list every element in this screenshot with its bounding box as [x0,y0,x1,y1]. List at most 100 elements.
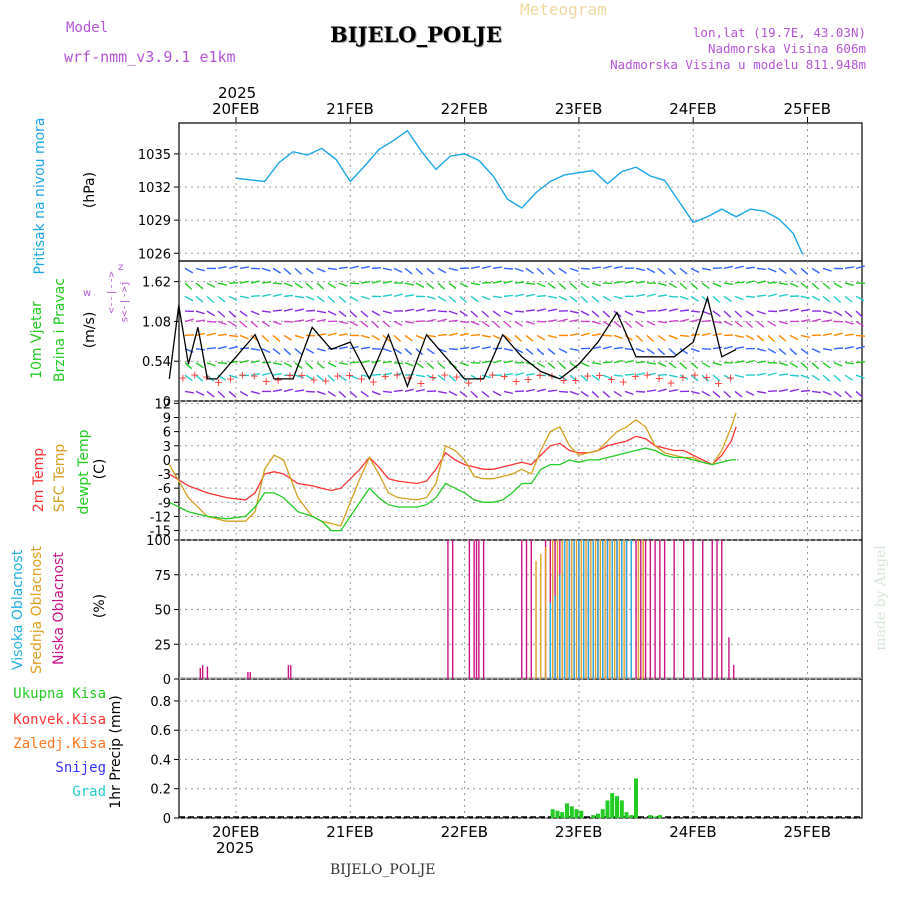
wind-arrow [580,390,589,398]
wind-arrow [635,390,646,393]
precip-label-frz: Zaledj.Kisa [13,736,106,752]
wind-arrow [437,295,447,302]
wind-arrow [767,320,777,327]
wind-arrow [283,348,292,356]
wind-arrow [602,361,613,364]
wind-arrow [547,308,557,312]
wind-arrow [382,294,393,298]
meteogram-subtitle: Meteogram [520,0,607,19]
precip-bar [615,796,619,818]
wind-arrow [547,267,556,275]
wind-arrow [404,294,415,298]
wind-arrow [536,267,545,275]
wind-arrow [503,372,513,376]
y-tick-label: 0 [163,454,171,469]
wind-arrow [393,348,402,355]
wind-gust-mark: + [535,369,544,382]
x-tick-label-top: 24FEB [669,100,716,118]
wind-arrow [184,267,194,274]
wind-arrow [294,374,304,379]
wind-gust-mark: + [714,377,723,390]
wind-arrow [844,282,854,287]
wind-arrow [404,388,414,393]
wind-arrow [371,390,381,396]
wind-arrow [811,374,820,381]
wind-arrow [657,308,667,312]
wind-arrow [184,374,193,381]
wind-arrow [789,362,798,368]
wind-arrow [690,362,699,370]
wind-arrow [602,295,612,302]
wind-arrow [371,310,381,317]
wind-arrow [833,295,842,304]
x-tick-label-top: 25FEB [784,100,831,118]
wind-arrow [404,282,414,286]
wind-arrow [536,388,546,393]
wind-arrow [800,282,809,290]
wind-gust-mark: + [226,372,235,385]
wind-arrow [525,293,535,298]
wind-arrow [679,295,689,300]
wind-arrow [239,310,248,317]
wind-arrow [624,334,633,341]
wind-arrow [690,310,700,313]
wind-arrow [855,390,864,398]
wind-arrow [261,334,270,343]
wind-arrow [734,281,745,284]
wind-arrow [580,310,590,316]
wind-arrow [690,295,699,302]
wind-dir-w: w [83,288,92,299]
wind-arrow [844,295,853,303]
precip-bar [596,813,600,818]
x-tick-label-bottom: 21FEB [326,823,373,841]
wind-arrow [657,374,668,376]
wind-arrow [811,267,820,274]
wind-arrow [569,282,578,290]
wind-arrow [437,267,447,274]
wind-arrow [338,333,349,337]
wind-arrow [437,374,446,382]
wind-arrow [371,347,382,350]
y-tick-label: 12 [154,397,171,412]
wind-arrow [492,280,502,284]
wind-arrow [712,267,723,270]
wind-arrow [426,318,436,323]
wind-arrow [481,346,491,350]
wind-arrow [349,345,359,350]
wind-arrow [393,293,403,298]
wind-arrow [239,320,248,328]
model-label: Model [66,20,109,36]
lonlat-label: lon,lat (19.7E, 43.03N) [692,25,866,40]
wind-arrow [525,309,535,312]
wind-arrow [404,334,413,342]
wind-arrow [767,390,778,393]
wind-arrow [459,332,469,337]
wind-arrow [459,310,468,317]
wind-gust-mark: + [595,369,604,382]
wind-arrow [217,266,227,270]
x-tick-label-bottom: 20FEB [212,823,259,841]
wind-arrow [184,282,193,290]
year-bottom: 2025 [216,839,255,857]
wind-arrow [294,308,304,312]
wind-arrow [778,293,788,298]
wind-arrow [723,374,733,381]
wind-arrow [338,374,347,382]
wind-arrow [679,318,689,323]
wind-arrow [734,390,743,398]
wind-arrow [558,390,569,393]
wind-arrow [668,282,678,289]
wind-gust-mark: + [393,369,402,382]
wind-arrow [426,282,435,290]
wind-arrow [547,319,558,323]
wind-gust-mark: + [369,376,378,389]
wind-arrow [712,390,721,398]
wind-arrow [811,318,821,323]
wind-arrow [657,282,667,287]
wind-arrow [789,308,799,312]
wind-arrow [316,282,325,290]
wind-arrow [382,360,392,364]
wind-arrow [635,348,645,353]
wind-arrow [734,334,744,338]
wind-arrow [316,390,326,395]
